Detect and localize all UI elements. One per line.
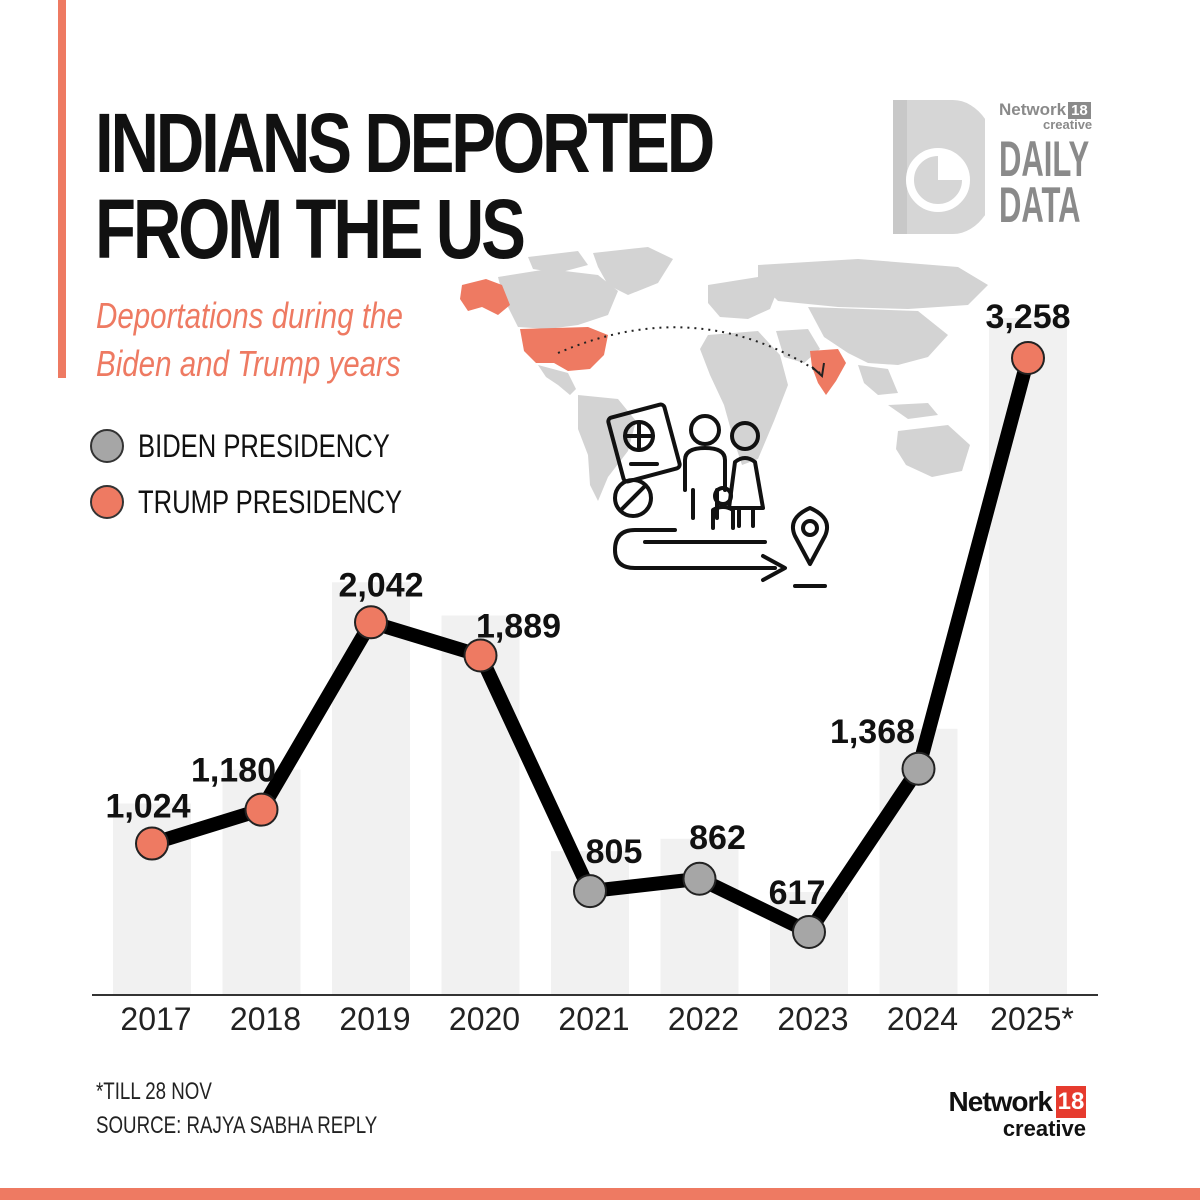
legend-item-biden: BIDEN PRESIDENCY (90, 418, 468, 474)
subtitle-line-1: Deportations during the (96, 295, 403, 336)
deportation-illustration-icon (606, 402, 830, 588)
value-label-2017: 1,024 (105, 788, 190, 826)
value-label-2023: 617 (769, 874, 826, 912)
value-label-2021: 805 (586, 833, 643, 871)
network18-logo-number: 18 (1056, 1086, 1086, 1118)
logo-network-text: Network 18 (999, 100, 1091, 120)
data-point-2023 (792, 915, 826, 949)
page-title: INDIANS DEPORTED FROM THE US (95, 96, 715, 276)
logo-daily-word: DAILY (999, 131, 1090, 187)
subtitle-line-2: Biden and Trump years (96, 343, 401, 384)
data-point-2022 (682, 861, 717, 896)
value-label-2022: 862 (689, 819, 746, 857)
year-band-2025 (989, 318, 1067, 995)
value-label-2024: 1,368 (830, 713, 915, 751)
legend-swatch-trump (90, 485, 124, 519)
title-line-2: FROM THE US (95, 182, 526, 276)
title-line-1: INDIANS DEPORTED (95, 96, 715, 190)
logo-daily-data-text: DAILY DATA (999, 131, 1090, 233)
bottom-rule (0, 1188, 1200, 1200)
x-tick-label-2021: 2021 (558, 1001, 629, 1037)
footnote: *TILL 28 NOV (96, 1078, 212, 1105)
network18-logo-word: Network (948, 1086, 1053, 1117)
x-tick-label-2025: 2025* (990, 1001, 1074, 1037)
daily-data-mark-icon (893, 100, 985, 234)
x-tick-label-2018: 2018 (230, 1001, 301, 1037)
x-tick-label-2020: 2020 (449, 1001, 520, 1037)
x-tick-label-2019: 2019 (339, 1001, 410, 1037)
footer-notes: *TILL 28 NOV SOURCE: RAJYA SABHA REPLY (96, 1075, 457, 1143)
data-points (135, 341, 1045, 949)
subtitle: Deportations during the Biden and Trump … (96, 292, 403, 388)
x-tick-labels: 2017 2018 2019 2020 2021 2022 2023 2024 2025* (120, 1001, 1073, 1037)
daily-data-logo: Network 18 creative DAILY DATA (893, 100, 1093, 234)
logo-creative-text: creative (1043, 117, 1093, 132)
value-label-2020: 1,889 (476, 608, 561, 646)
logo-network-number: 18 (1068, 102, 1091, 119)
value-label-2019: 2,042 (338, 566, 423, 604)
world-map-icon (460, 247, 988, 501)
value-label-2025: 3,258 (985, 298, 1070, 336)
data-point-2021 (573, 874, 607, 909)
x-tick-label-2017: 2017 (120, 1001, 191, 1037)
network18-logo-creative: creative (1002, 1116, 1086, 1141)
x-tick-label-2023: 2023 (777, 1001, 848, 1037)
year-bands (113, 318, 1067, 995)
accent-rule (58, 0, 66, 378)
network18-logo: Network 18 creative (936, 1086, 1096, 1146)
data-point-2024 (901, 751, 936, 786)
data-point-2020 (463, 638, 498, 673)
value-label-2018: 1,180 (191, 752, 276, 790)
data-point-2019 (354, 605, 388, 640)
year-band-2020 (441, 615, 520, 995)
legend-label-trump: TRUMP PRESIDENCY (138, 483, 403, 520)
legend-swatch-biden (90, 429, 124, 463)
legend-label-biden: BIDEN PRESIDENCY (138, 427, 390, 464)
year-band-2019 (332, 582, 410, 995)
data-point-2025 (1011, 341, 1045, 375)
x-tick-label-2024: 2024 (887, 1001, 958, 1037)
x-tick-label-2022: 2022 (668, 1001, 739, 1037)
data-point-2017 (135, 826, 169, 861)
legend: BIDEN PRESIDENCY TRUMP PRESIDENCY (90, 418, 468, 530)
year-band-2021 (551, 851, 629, 995)
logo-data-word: DATA (999, 177, 1081, 233)
data-point-2018 (244, 792, 279, 827)
source-note: SOURCE: RAJYA SABHA REPLY (96, 1112, 378, 1139)
logo-network-word: Network (999, 100, 1067, 119)
legend-item-trump: TRUMP PRESIDENCY (90, 474, 468, 530)
